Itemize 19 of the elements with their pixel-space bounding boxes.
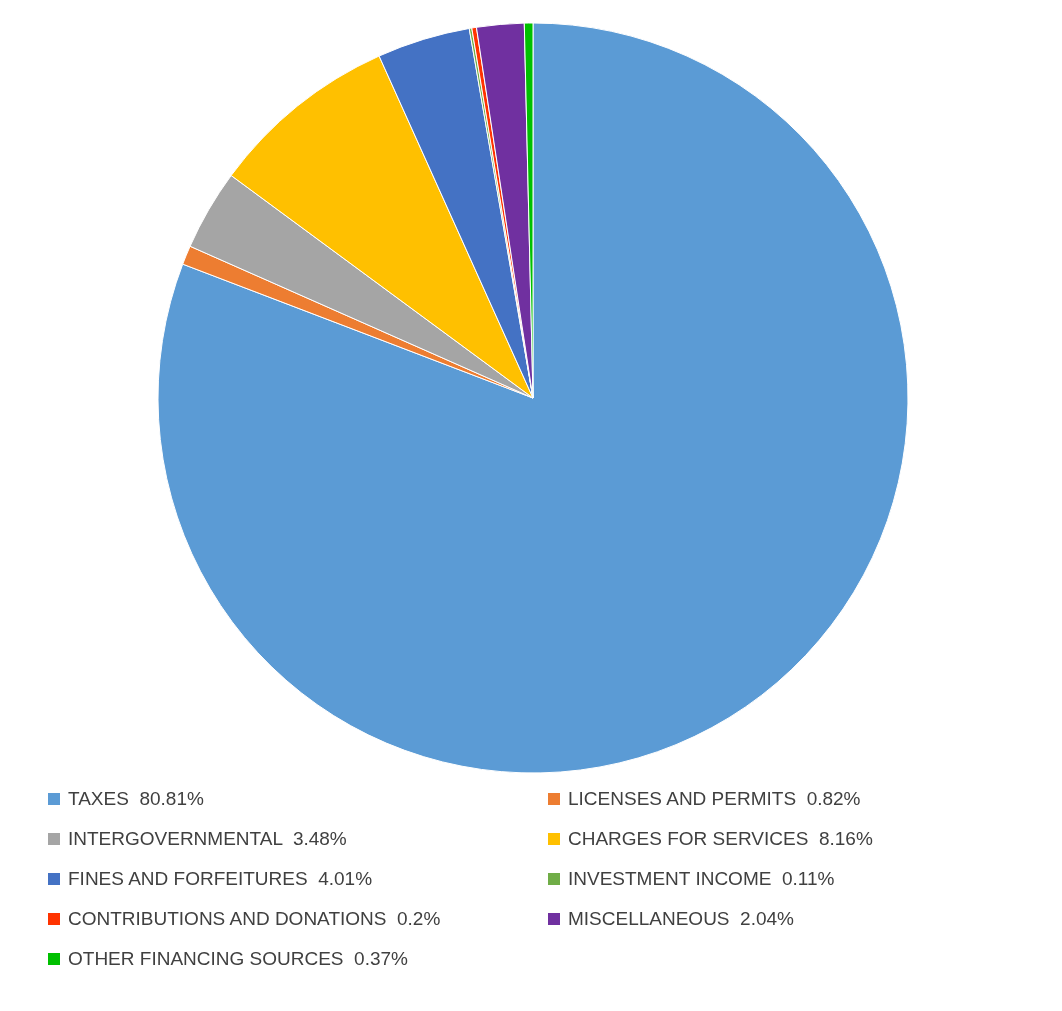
data-label: 2.04% [740,908,794,929]
legend-label: TAXES [68,788,129,809]
data-label: 4.01% [318,868,373,889]
data-label: 80.81% [139,788,204,809]
legend-label: INVESTMENT INCOME [568,868,772,889]
legend-label: CONTRIBUTIONS AND DONATIONS [68,908,387,929]
legend-label: FINES AND FORFEITURES [68,868,308,889]
data-label: 0.11% [781,868,835,889]
data-label: 8.16% [818,828,873,849]
data-label: 0.37% [354,948,408,969]
legend-label: MISCELLANEOUS [568,908,730,929]
data-label: 3.48% [292,828,347,849]
legend-label: OTHER FINANCING SOURCES [68,948,344,969]
legend-label: LICENSES AND PERMITS [568,788,797,809]
legend-label: CHARGES FOR SERVICES [568,828,809,849]
legend-label: INTERGOVERNMENTAL [68,828,283,849]
data-label: 0.2% [397,908,441,929]
data-label: 0.82% [806,788,861,809]
pie-slice [157,22,909,774]
